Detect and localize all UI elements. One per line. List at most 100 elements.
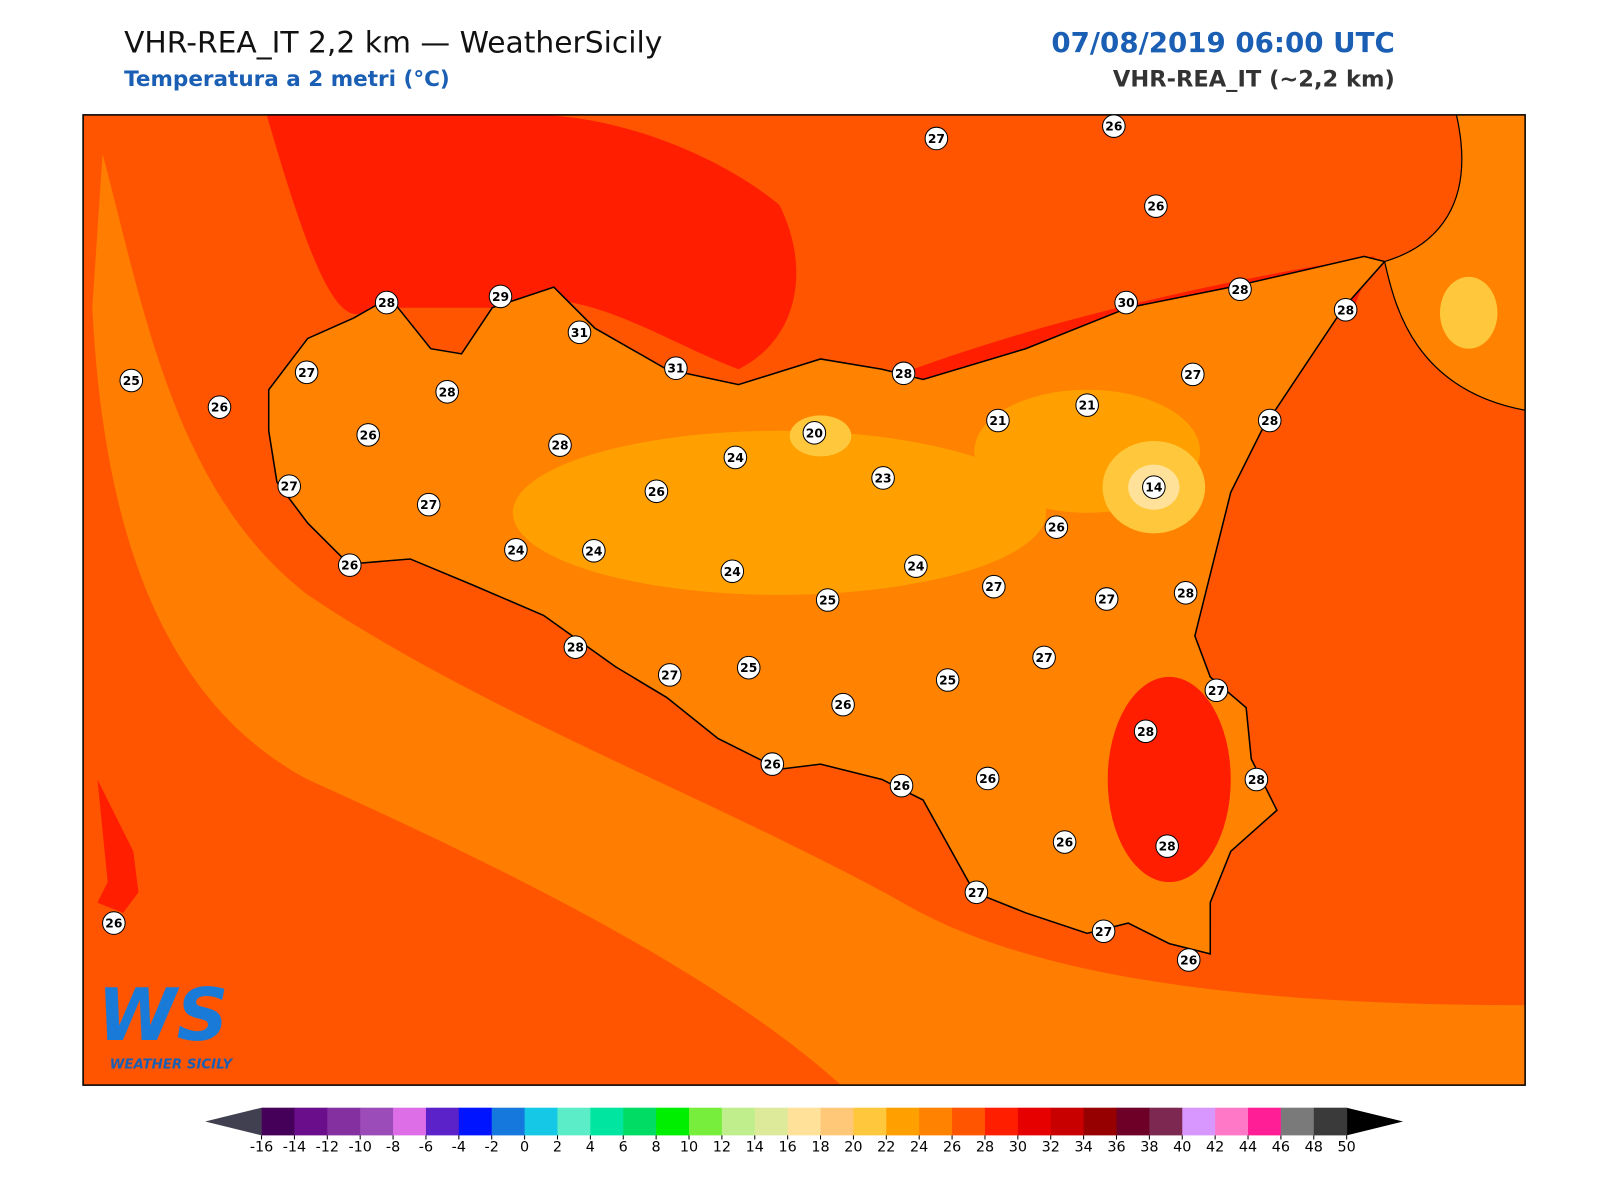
station-marker	[563, 635, 588, 659]
station: 26	[1144, 194, 1168, 218]
station: 26	[1102, 114, 1126, 138]
station-value: 29	[492, 290, 509, 304]
station-value: 26	[105, 917, 122, 931]
station-value: 26	[1147, 200, 1164, 214]
station-marker	[1204, 678, 1229, 703]
station-marker	[1102, 114, 1126, 138]
colorbar-tick-label: 42	[1206, 1140, 1224, 1156]
station: 28	[548, 433, 572, 457]
station-marker	[736, 655, 761, 680]
colorbar-tick-label: -12	[316, 1140, 339, 1156]
colorbar-swatch	[820, 1107, 854, 1136]
station-marker	[664, 356, 688, 380]
station-value: 26	[764, 758, 781, 772]
station-value: 28	[1159, 840, 1176, 854]
station: 28	[1133, 719, 1158, 744]
station: 28	[1228, 277, 1252, 302]
station: 26	[1176, 948, 1201, 972]
station-value: 31	[667, 362, 684, 376]
station-marker	[548, 433, 572, 457]
stations: 27 26 26 28 29 31 31 30 28 28 25 27 26 28 28 27 26 28 20 24…	[102, 114, 1358, 972]
colorbar-swatch	[294, 1107, 328, 1136]
colorbar-tick-label: 4	[586, 1140, 595, 1156]
colorbar-swatch	[689, 1107, 723, 1136]
colorbar-swatch	[787, 1107, 822, 1136]
station-marker	[975, 766, 1000, 791]
warm-band	[92, 153, 1526, 1086]
station: 26	[356, 423, 380, 447]
station-value: 28	[1261, 414, 1278, 428]
colorbar-tick-label: 40	[1173, 1140, 1191, 1156]
colorbar-swatch	[754, 1107, 789, 1136]
station-marker	[935, 668, 960, 692]
station-marker	[889, 773, 914, 798]
station-marker	[891, 361, 916, 386]
station: 24	[904, 554, 928, 578]
colorbar-over	[1346, 1107, 1404, 1136]
colorbar-swatch	[886, 1107, 920, 1136]
colorbar-tick-label: -10	[348, 1140, 371, 1156]
colorbar-tick-label: 32	[1042, 1140, 1060, 1156]
colorbar-tick-label: 50	[1338, 1140, 1356, 1156]
station: 24	[504, 537, 528, 562]
station-value: 28	[439, 385, 456, 399]
station: 28	[563, 635, 588, 659]
map	[83, 114, 1526, 1086]
model: VHR-REA_IT (~2,2 km)	[1113, 67, 1395, 93]
station: 28	[891, 361, 916, 386]
station-value: 28	[567, 641, 584, 655]
colorbar-tick-label: 12	[713, 1140, 731, 1156]
colorbar: -16 -14 -12 -10 -8 -6 -4 -2 0 2 4 6 8 10 12 14 16 18 20 22 2…	[205, 1107, 1404, 1156]
station: 30	[1114, 290, 1138, 315]
station-value: 21	[989, 414, 1006, 428]
cool-area	[1440, 276, 1498, 349]
colorbar-swatch	[1215, 1107, 1249, 1136]
station: 29	[488, 284, 513, 309]
station: 28	[1173, 581, 1198, 605]
colorbar-swatch	[458, 1107, 493, 1136]
colorbar-tick-label: 38	[1140, 1140, 1158, 1156]
colorbar-swatch	[1248, 1107, 1282, 1136]
colorbar-swatch	[425, 1107, 460, 1136]
station-marker	[207, 395, 232, 419]
colorbar-tick-label: 30	[1009, 1140, 1027, 1156]
colorbar-swatch	[984, 1107, 1019, 1136]
colorbar-tick-label: 22	[877, 1140, 895, 1156]
colorbar-tick-label: 14	[746, 1140, 764, 1156]
station-marker	[1228, 277, 1252, 302]
station-value: 27	[1036, 651, 1053, 665]
station-marker	[1075, 393, 1099, 417]
station: 23	[871, 466, 895, 490]
station: 25	[815, 588, 840, 612]
colorbar-tick-label: -6	[419, 1140, 433, 1156]
colorbar-tick-label: 18	[811, 1140, 829, 1156]
station: 26	[102, 911, 126, 935]
colorbar-tick-label: 28	[976, 1140, 994, 1156]
colorbar-swatch	[1313, 1107, 1348, 1136]
station: 25	[119, 368, 144, 393]
station: 21	[1075, 393, 1099, 417]
station: 27	[1204, 678, 1229, 703]
station-marker	[723, 445, 748, 470]
station-marker	[924, 126, 949, 151]
colorbar-swatch	[1050, 1107, 1085, 1136]
colorbar-swatch	[393, 1107, 427, 1136]
station: 24	[720, 559, 745, 584]
station-value: 26	[1056, 836, 1073, 850]
station: 28	[1244, 767, 1269, 792]
station-marker	[1155, 834, 1179, 858]
station-value: 24	[585, 544, 602, 558]
station-marker	[982, 574, 1006, 599]
station: 20	[802, 421, 827, 445]
sea-field	[83, 143, 1526, 1086]
station-marker	[337, 553, 362, 577]
station-value: 28	[895, 367, 912, 381]
station: 24	[723, 445, 748, 470]
station-marker	[1176, 948, 1201, 972]
colorbar-swatch	[656, 1107, 690, 1136]
colorbar-swatch	[1280, 1107, 1315, 1136]
station: 26	[889, 773, 914, 798]
station-marker	[416, 492, 441, 517]
station-marker	[1091, 919, 1116, 944]
